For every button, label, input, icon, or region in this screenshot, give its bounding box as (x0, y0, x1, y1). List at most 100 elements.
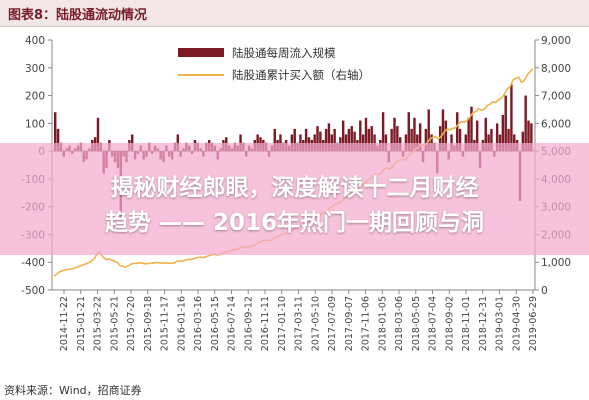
flow-bar (393, 117, 396, 152)
right-tick-label: 8,000 (541, 63, 571, 75)
flow-bar (293, 128, 296, 152)
x-tick-label: 2017-07-09 (327, 296, 338, 351)
flow-bar (353, 131, 356, 152)
flow-bar (330, 134, 333, 152)
flow-bar (273, 128, 276, 152)
flow-bar (324, 128, 328, 152)
x-tick-label: 2019-03-01 (495, 296, 506, 351)
flow-bar (441, 109, 445, 152)
flow-bar (470, 106, 473, 152)
x-tick-label: 2018-07-04 (428, 296, 439, 351)
flow-bar (239, 134, 242, 152)
flow-bar (458, 128, 462, 152)
flow-bar (176, 134, 180, 152)
flow-bar (313, 134, 316, 152)
flow-bar (464, 134, 467, 152)
flow-bar (450, 134, 453, 152)
flow-bar (344, 134, 348, 152)
overlay-headline-line2: 趋势 —— 2016年热门一期回顾与洞 (104, 210, 485, 236)
flow-bar (418, 123, 422, 152)
flow-bar (373, 134, 376, 152)
x-tick-label: 2015-07-20 (126, 296, 137, 351)
flow-bar (54, 112, 57, 152)
x-tick-label: 2015-05-21 (109, 296, 120, 351)
flow-bar (390, 128, 393, 152)
flow-bar (404, 134, 408, 152)
x-tick-label: 2018-11-01 (461, 296, 472, 351)
flow-bar (507, 128, 510, 152)
flow-bar (430, 134, 433, 152)
x-tick-label: 2015-01-21 (76, 296, 87, 351)
flow-bar (407, 112, 410, 152)
x-tick-label: 2015-03-22 (93, 296, 104, 351)
flow-bar (416, 134, 419, 152)
flow-bar (96, 117, 100, 152)
flow-bar (130, 134, 134, 152)
x-tick-label: 2019-04-30 (511, 296, 522, 351)
flow-bar (304, 128, 308, 152)
flow-bar (513, 134, 516, 152)
flow-bar (475, 120, 479, 152)
left-tick-label: 400 (25, 35, 45, 47)
flow-bar (413, 117, 416, 152)
left-tick-label: -400 (21, 257, 45, 269)
flow-bar (424, 128, 428, 152)
x-tick-label: 2016-11-11 (260, 296, 271, 351)
x-tick-label: 2017-09-07 (344, 296, 355, 351)
legend-label-bar: 陆股通每周流入规模 (232, 46, 336, 60)
x-tick-label: 2018-12-31 (478, 296, 489, 351)
left-tick-label: 200 (25, 91, 45, 103)
flow-bar (530, 123, 533, 152)
flow-bar (370, 126, 373, 152)
left-tick-label: -500 (21, 285, 45, 297)
x-tick-label: 2018-01-05 (377, 296, 388, 351)
x-tick-label: 2015-09-18 (143, 296, 154, 351)
overlay-headline-line1: 揭秘财经郎眼，深度解读十二月财经 (110, 175, 479, 201)
x-tick-label: 2018-05-05 (411, 296, 422, 351)
right-tick-label: 9,000 (541, 35, 571, 47)
flow-bar (319, 131, 322, 152)
flow-bar (498, 134, 502, 152)
figure-source: 资料来源：Wind，招商证券 (4, 384, 142, 397)
x-tick-label: 2016-07-14 (227, 296, 238, 351)
flow-bar (384, 134, 388, 152)
flow-bar (456, 112, 459, 152)
x-tick-label: 2017-03-11 (294, 296, 305, 351)
flow-bar (396, 126, 399, 152)
left-tick-label: 300 (25, 63, 45, 75)
flow-bar (410, 128, 413, 152)
flow-bar (359, 120, 362, 152)
flow-bar (316, 126, 319, 152)
flow-bar (521, 131, 525, 152)
flow-bar (256, 134, 259, 152)
x-tick-label: 2017-11-06 (361, 296, 372, 351)
flow-bar (56, 128, 60, 152)
x-tick-label: 2019-06-29 (528, 296, 539, 351)
flow-bar (484, 117, 487, 152)
x-tick-label: 2014-11-22 (59, 296, 70, 351)
flow-bar (341, 120, 345, 152)
figure-title: 图表8：陆股通流动情况 (8, 8, 148, 23)
right-tick-label: 7,000 (541, 91, 571, 103)
flow-bar (527, 120, 530, 152)
x-tick-label: 2017-01-10 (277, 296, 288, 351)
x-tick-label: 2016-03-16 (193, 296, 204, 351)
flow-bar (364, 117, 368, 152)
x-tick-label: 2015-11-17 (160, 296, 171, 351)
flow-bar (299, 134, 302, 152)
left-tick-label: 100 (25, 118, 45, 130)
flow-bar (327, 123, 331, 152)
flow-bar (438, 126, 442, 152)
promo-overlay-banner[interactable]: 揭秘财经郎眼，深度解读十二月财经 趋势 —— 2016年热门一期回顾与洞 (0, 143, 589, 255)
flow-bar (290, 134, 294, 152)
flow-bar (347, 128, 351, 152)
x-tick-label: 2016-01-16 (176, 296, 187, 351)
right-tick-label: 0 (541, 285, 548, 297)
flow-bar (510, 84, 513, 152)
flow-bar (501, 115, 505, 152)
figure-title-bar: 图表8：陆股通流动情况 (0, 0, 589, 27)
flow-bar (350, 126, 353, 152)
x-tick-label: 2016-09-12 (243, 296, 254, 351)
flow-bar (467, 117, 470, 152)
